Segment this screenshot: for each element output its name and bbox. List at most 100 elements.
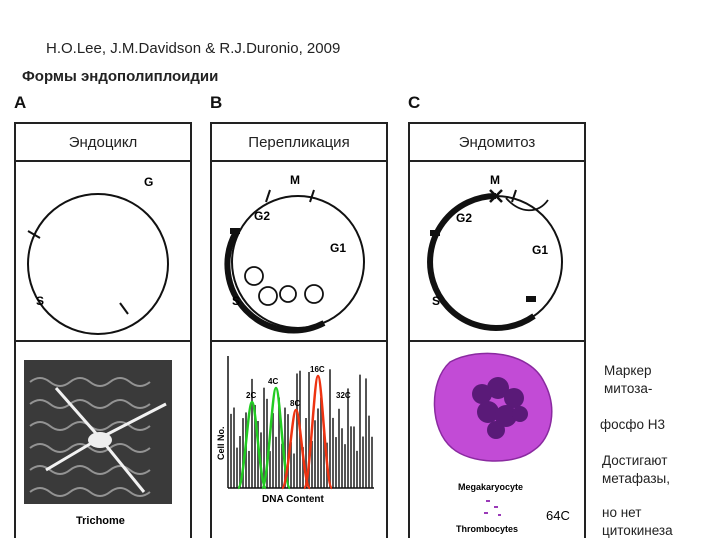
marker-line1: Маркер bbox=[604, 363, 652, 378]
peak-32c-label: 32C bbox=[336, 391, 351, 400]
histogram-bar bbox=[353, 426, 355, 488]
peak-4c-label: 4C bbox=[268, 377, 278, 386]
rereplication-loop bbox=[244, 266, 264, 286]
phase-s-label: S bbox=[36, 294, 44, 308]
cycle-circle bbox=[27, 193, 169, 335]
phase-g-label: G bbox=[144, 175, 153, 189]
phase-m-label: M bbox=[490, 173, 500, 187]
histogram-bar bbox=[281, 443, 283, 488]
rereplication-loop bbox=[279, 285, 297, 303]
panel-rereplication: Перепликация M G2 G1 S bbox=[210, 122, 388, 538]
histogram-bar bbox=[356, 450, 358, 488]
histogram-bar bbox=[329, 369, 331, 488]
marker-name: фосфо Н3 bbox=[600, 417, 665, 432]
panel-a-title: Эндоцикл bbox=[16, 124, 190, 162]
rereplication-diagram: M G2 G1 S bbox=[212, 162, 386, 342]
trichome-caption: Trichome bbox=[76, 515, 125, 527]
histogram-bar bbox=[350, 426, 352, 488]
phase-g1-label: G1 bbox=[330, 241, 346, 255]
rereplication-loop bbox=[304, 284, 324, 304]
phase-g2-label: G2 bbox=[254, 209, 270, 223]
citation: H.O.Lee, J.M.Davidson & R.J.Duronio, 200… bbox=[46, 40, 341, 57]
histogram-ylabel: Cell No. bbox=[216, 426, 226, 460]
histogram-bar bbox=[275, 436, 277, 488]
cytokinesis-note: но нет цитокинеза bbox=[602, 504, 673, 540]
peak-4c-curve bbox=[260, 386, 292, 490]
peak-8c-curve bbox=[280, 408, 312, 490]
histogram-bar bbox=[239, 436, 241, 488]
histogram-bar bbox=[290, 442, 292, 488]
histogram-bar bbox=[251, 378, 253, 488]
peak-16c-curve bbox=[302, 374, 334, 490]
cycle-circle bbox=[231, 195, 365, 329]
histogram-bar bbox=[263, 387, 265, 488]
histogram-bar bbox=[284, 407, 286, 488]
histogram-bar bbox=[278, 397, 280, 488]
histogram-bars bbox=[230, 369, 373, 488]
peak-2c-curve bbox=[236, 400, 268, 490]
panel-endomitosis: Эндомитоз M G2 G1 S Megakaryocyte bbox=[408, 122, 586, 538]
histogram-bar bbox=[338, 408, 340, 488]
histogram-bar bbox=[341, 428, 343, 488]
mitosis-skip-arrow bbox=[505, 197, 549, 212]
histogram-bar bbox=[365, 378, 367, 488]
histogram-bar bbox=[368, 415, 370, 488]
phase-m-label: M bbox=[290, 173, 300, 187]
reach-line1: Достигают bbox=[602, 453, 668, 468]
endocycle-diagram: G S bbox=[16, 162, 190, 342]
marker-line2: митоза- bbox=[604, 381, 653, 396]
endomitosis-arc bbox=[427, 193, 536, 331]
cycle-tick bbox=[265, 189, 271, 203]
megakaryocyte-area: Megakaryocyte Thrombocytes 64C bbox=[410, 342, 584, 536]
peak-8c-label: 8C bbox=[290, 399, 300, 408]
histogram-bar bbox=[317, 408, 319, 488]
histogram-bar bbox=[233, 407, 235, 488]
fragments-label: Thrombocytes bbox=[456, 524, 518, 534]
histogram-bar bbox=[362, 436, 364, 488]
cell-label: Megakaryocyte bbox=[458, 482, 523, 492]
histogram-bar bbox=[335, 437, 337, 488]
histogram-bar bbox=[302, 447, 304, 488]
trichome-image-area: Trichome bbox=[16, 342, 190, 536]
reach-line2: метафазы, bbox=[602, 471, 670, 486]
panel-letter-a: A bbox=[14, 93, 27, 112]
metaphase-note: Достигают метафазы, bbox=[602, 452, 670, 488]
histogram-bar bbox=[308, 371, 310, 488]
peak-16c-label: 16C bbox=[310, 365, 325, 374]
cycle-tick bbox=[309, 189, 315, 203]
histogram-xlabel: DNA Content bbox=[262, 494, 325, 505]
trichome-micrograph bbox=[24, 360, 172, 504]
panel-c-title: Эндомитоз bbox=[410, 124, 584, 162]
histogram-bar bbox=[254, 404, 256, 488]
histogram-bar bbox=[230, 413, 232, 488]
phase-g1-label: G1 bbox=[532, 243, 548, 257]
histogram-bar bbox=[332, 417, 334, 488]
histogram-bar bbox=[344, 444, 346, 488]
endomitosis-diagram: M G2 G1 S bbox=[410, 162, 584, 342]
histogram-bar bbox=[242, 418, 244, 488]
histogram-bar bbox=[311, 440, 313, 488]
histogram-bar bbox=[248, 450, 250, 488]
marker-note: Маркер митоза- bbox=[604, 362, 652, 398]
histogram-bar bbox=[296, 373, 298, 488]
polyploid-nucleus bbox=[472, 377, 528, 439]
histogram-bar bbox=[287, 414, 289, 488]
no-line1: но нет bbox=[602, 505, 642, 520]
histogram-bar bbox=[236, 447, 238, 488]
histogram-bar bbox=[371, 436, 373, 488]
histogram-bar bbox=[347, 388, 349, 488]
dna-histogram-area: 2C 4C 8C 16C 32C Cell No. DNA Content bbox=[212, 342, 386, 536]
cycle-tick bbox=[119, 302, 129, 315]
histogram-bar bbox=[269, 451, 271, 488]
histogram-bar bbox=[257, 421, 259, 488]
histogram-bar bbox=[320, 397, 322, 488]
ploidy-label: 64C bbox=[546, 508, 570, 523]
histogram-bar bbox=[323, 432, 325, 488]
phase-s-label: S bbox=[232, 294, 240, 308]
cycle-tick bbox=[27, 230, 41, 239]
histogram-bar bbox=[305, 418, 307, 488]
figure-subtitle: Формы эндополиплоидии bbox=[22, 68, 219, 85]
histogram-bar bbox=[359, 374, 361, 488]
phase-s-label: S bbox=[432, 294, 440, 308]
panel-b-title: Перепликация bbox=[212, 124, 386, 162]
